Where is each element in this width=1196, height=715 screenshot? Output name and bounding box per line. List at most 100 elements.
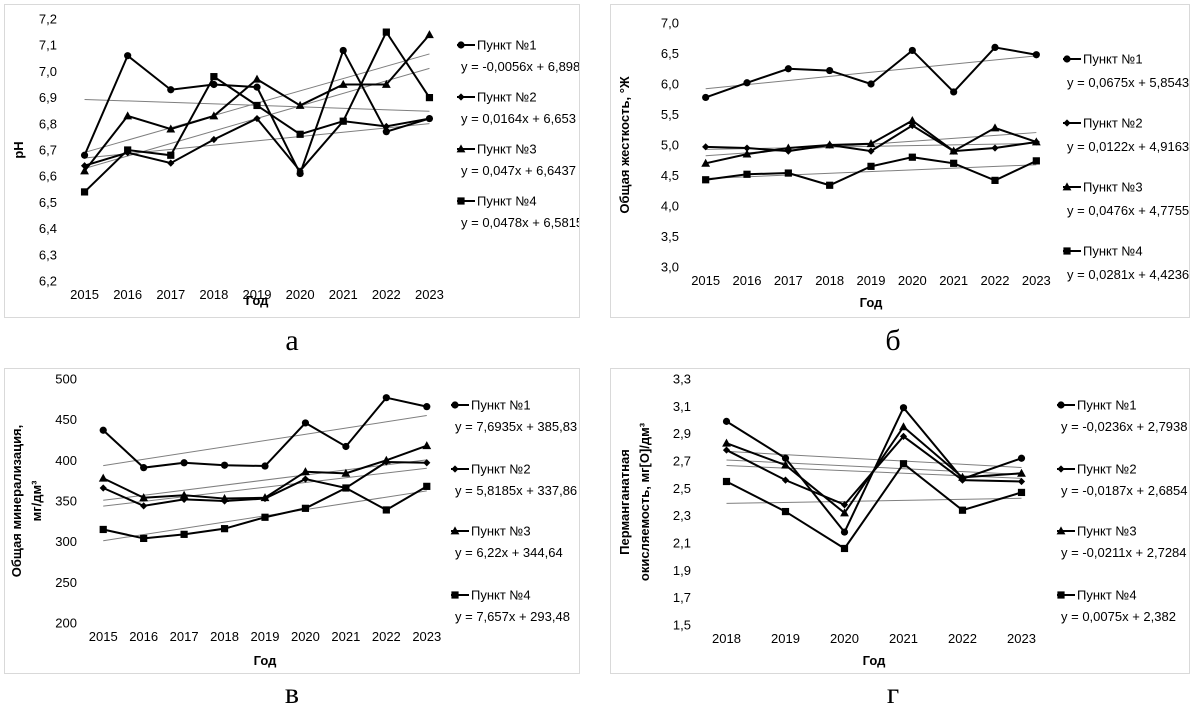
data-point [80, 162, 89, 170]
y-tick-label: 5,5 [661, 107, 679, 122]
y-tick-label: 2,3 [673, 508, 691, 523]
y-tick-label: 7,1 [39, 38, 57, 53]
data-point [950, 88, 958, 96]
data-point [124, 52, 132, 60]
series-line [726, 425, 1022, 515]
data-point [253, 101, 261, 110]
legend-label: Пункт №4 [471, 588, 531, 603]
data-point [991, 43, 999, 52]
x-tick-label: 2020 [830, 631, 859, 646]
y-tick-label: 2,9 [673, 426, 691, 441]
trend-line [103, 415, 427, 467]
series-4 [722, 460, 1026, 553]
data-point [840, 508, 849, 517]
data-point [908, 121, 916, 130]
data-point [840, 544, 849, 553]
data-point [422, 441, 432, 450]
x-tick-label: 2018 [210, 629, 239, 644]
y-tick-label: 7,0 [39, 64, 57, 79]
x-tick-label: 2019 [857, 273, 886, 288]
series-line [102, 444, 428, 500]
legend-entry: Пункт №2 y = 0,0164x + 6,653 [457, 90, 576, 126]
data-point [425, 114, 434, 123]
y-tick-label: 6,3 [39, 247, 57, 262]
data-point [1017, 454, 1026, 462]
y-axis-label: Общая жесткость, °Ж [617, 76, 632, 214]
legend-marker [450, 526, 460, 535]
data-point [958, 472, 967, 481]
legend-marker [1062, 182, 1072, 191]
data-point [702, 93, 710, 102]
data-point [866, 139, 876, 148]
legend-entry: Пункт №1 y = -0,0056x + 6,8984 [457, 38, 579, 74]
trend-equation: y = 0,0478x + 6,5815 [461, 215, 579, 230]
trend-equation: y = 0,0281x + 4,4236 [1067, 267, 1189, 282]
x-tick-label: 2023 [412, 629, 441, 644]
x-tick-label: 2023 [415, 287, 444, 302]
legend-marker [1057, 591, 1065, 599]
data-point [722, 438, 731, 447]
caption-d: г [886, 677, 900, 710]
legend-label: Пункт №3 [1077, 524, 1137, 539]
chart-panel-b: 3,0 3,5 4,0 4,5 5,0 5,5 6,0 6,5 7,0 2015 2016 2017 2… [610, 4, 1190, 318]
x-axis-label: Год [863, 653, 886, 668]
data-point [722, 477, 731, 486]
data-point [826, 66, 834, 75]
data-point [209, 111, 219, 120]
x-tick-label: 2015 [89, 629, 118, 644]
data-point [423, 403, 431, 411]
data-point [381, 79, 391, 88]
y-axis-label: Перманганатная [617, 449, 632, 555]
legend-label: Пункт №3 [477, 142, 537, 157]
legend-marker [1063, 247, 1071, 255]
data-point [339, 46, 347, 55]
series-line [705, 124, 1037, 153]
x-tick-label: 2022 [372, 629, 401, 644]
data-point [825, 140, 835, 149]
data-point [899, 422, 908, 431]
data-point [179, 490, 189, 499]
trend-equation: y = 7,657x + 293,48 [455, 609, 570, 624]
series-line [83, 30, 431, 193]
data-point [260, 493, 270, 502]
data-point [342, 484, 350, 492]
y-tick-label: 6,6 [39, 169, 57, 184]
legend-marker [1057, 465, 1065, 473]
data-point [950, 159, 958, 167]
y-tick-label: 350 [55, 494, 77, 509]
y-tick-label: 400 [55, 453, 77, 468]
y-tick-label: 1,5 [673, 618, 691, 633]
legend-entry: Пункт №3 y = 6,22x + 344,64 [450, 524, 563, 560]
legend-label: Пункт №1 [1083, 52, 1143, 67]
chart-b-svg: 3,0 3,5 4,0 4,5 5,0 5,5 6,0 6,5 7,0 2015 2016 2017 2… [617, 16, 1189, 311]
trend-line [103, 467, 427, 507]
y-tick-label: 3,0 [661, 260, 679, 275]
trend-equation: y = 6,22x + 344,64 [455, 545, 563, 560]
x-tick-label: 2018 [199, 287, 228, 302]
data-point [124, 146, 132, 154]
trend-equation: y = 0,047x + 6,6437 [461, 163, 576, 178]
legend-entry: Пункт №1 y = -0,0236x + 2,7938 [1057, 398, 1187, 434]
data-point [702, 176, 710, 184]
legend-entry: Пункт №4 y = 0,0478x + 6,5815 [457, 194, 579, 230]
x-tick-label: 2016 [733, 273, 762, 288]
legend-marker [456, 144, 466, 153]
data-point [261, 513, 269, 521]
series-3 [701, 116, 1041, 167]
data-point [867, 80, 875, 88]
x-tick-label: 2018 [712, 631, 741, 646]
data-point [253, 114, 261, 123]
x-tick-label: 2022 [981, 273, 1010, 288]
data-point [382, 506, 390, 514]
trend-equation: y = 0,0675x + 5,8543 [1067, 75, 1189, 90]
data-point [80, 166, 89, 175]
data-point [261, 462, 269, 470]
data-point [296, 130, 304, 138]
x-tick-label: 2018 [815, 273, 844, 288]
data-point [167, 86, 175, 94]
data-point [781, 476, 790, 484]
data-point [899, 404, 908, 412]
legend-entry: Пункт №3 y = 0,047x + 6,6437 [456, 142, 576, 178]
y-tick-label: 7,2 [39, 12, 57, 27]
y-tick-label: 1,9 [673, 563, 691, 578]
